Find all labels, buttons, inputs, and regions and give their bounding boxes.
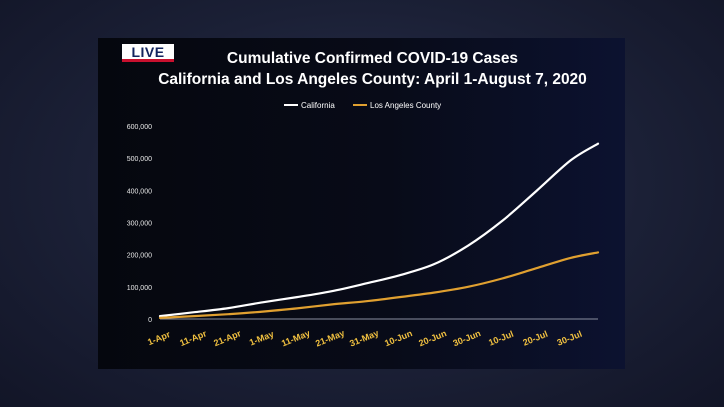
x-tick-label: 30-Jun bbox=[452, 328, 483, 348]
x-tick-label: 21-May bbox=[314, 328, 346, 349]
x-tick-label: 21-Apr bbox=[212, 328, 243, 348]
y-tick-label: 500,000 bbox=[127, 156, 152, 163]
y-tick-label: 300,000 bbox=[127, 221, 152, 228]
live-badge-label: LIVE bbox=[131, 43, 165, 60]
legend-label: Los Angeles County bbox=[370, 101, 441, 110]
y-tick-label: 100,000 bbox=[127, 285, 152, 292]
legend-label: California bbox=[301, 101, 335, 110]
x-tick-label: 20-Jun bbox=[417, 328, 448, 348]
series-line-los-angeles-county bbox=[158, 251, 600, 319]
y-tick-label: 0 bbox=[148, 317, 152, 324]
x-tick-label: 11-May bbox=[280, 328, 312, 349]
y-tick-label: 600,000 bbox=[127, 124, 152, 131]
x-tick-label: 10-Jun bbox=[383, 328, 414, 348]
x-tick-label: 20-Jul bbox=[521, 329, 549, 348]
chart-title-line2: California and Los Angeles County: April… bbox=[158, 71, 587, 88]
chart-title-line1: Cumulative Confirmed COVID-19 Cases bbox=[226, 50, 519, 67]
x-tick-label: 11-Apr bbox=[178, 328, 208, 348]
x-tick-label: 1-May bbox=[248, 329, 275, 348]
x-tick-label: 1-Apr bbox=[146, 329, 172, 347]
live-badge: LIVE bbox=[122, 44, 174, 62]
x-tick-label: 31-May bbox=[348, 328, 380, 349]
series-line-california bbox=[158, 142, 600, 318]
chart-title: Cumulative Confirmed COVID-19 Cases Cali… bbox=[98, 48, 625, 90]
broadcast-screen: LIVE Cumulative Confirmed COVID-19 Cases… bbox=[98, 38, 625, 369]
y-tick-label: 200,000 bbox=[127, 253, 152, 260]
line-chart: 0 100,000 200,000 300,000 400,000 500,000 600,… bbox=[127, 101, 600, 349]
x-tick-label: 10-Jul bbox=[487, 329, 515, 348]
x-tick-label: 30-Jul bbox=[556, 329, 584, 348]
y-tick-label: 400,000 bbox=[127, 188, 152, 195]
